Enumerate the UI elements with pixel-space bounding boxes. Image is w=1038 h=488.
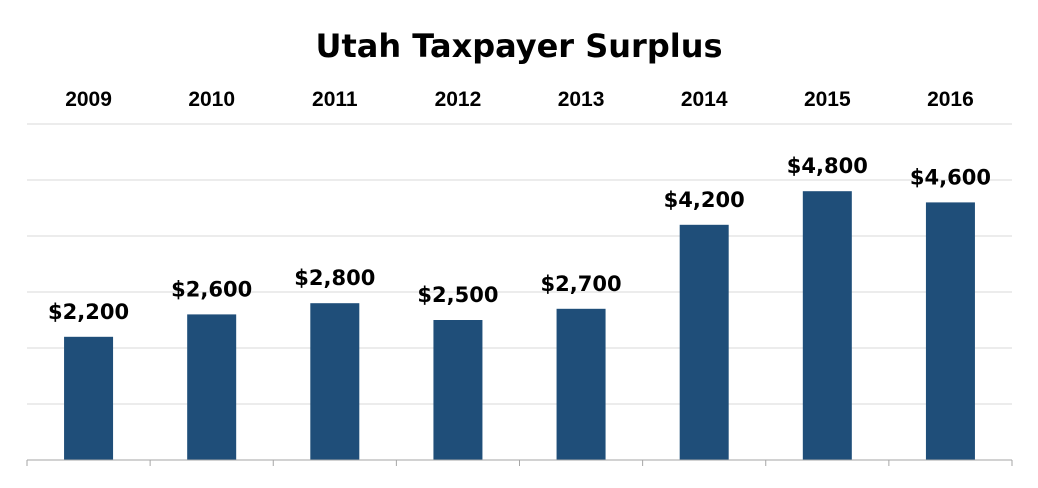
category-label-2014: 2014 bbox=[681, 88, 728, 111]
bar-2010 bbox=[187, 314, 237, 460]
bar-2012 bbox=[433, 320, 483, 460]
bar-2016 bbox=[925, 202, 975, 460]
value-label-2010: $2,600 bbox=[171, 277, 252, 301]
chart-title: Utah Taxpayer Surplus bbox=[315, 27, 722, 65]
category-label-2010: 2010 bbox=[188, 88, 235, 111]
category-label-2012: 2012 bbox=[435, 88, 482, 111]
category-label-2013: 2013 bbox=[558, 88, 605, 111]
value-label-2016: $4,600 bbox=[910, 165, 991, 189]
bar-2014 bbox=[679, 224, 729, 460]
bar-2013 bbox=[556, 308, 606, 460]
x-axis bbox=[26, 459, 1013, 466]
bar-2009 bbox=[64, 336, 114, 460]
bar-2015 bbox=[802, 191, 852, 460]
value-label-2015: $4,800 bbox=[787, 154, 868, 178]
category-label-2009: 2009 bbox=[65, 88, 112, 111]
category-label-2015: 2015 bbox=[804, 88, 851, 111]
value-label-2013: $2,700 bbox=[541, 272, 622, 296]
value-label-2009: $2,200 bbox=[48, 300, 129, 324]
value-label-2012: $2,500 bbox=[417, 283, 498, 307]
category-label-2011: 2011 bbox=[312, 88, 358, 111]
value-label-2011: $2,800 bbox=[294, 266, 375, 290]
value-labels: $2,200 $2,600 $2,800 $2,500 $2,700 $4,200 $4,8… bbox=[48, 154, 991, 324]
category-label-2016: 2016 bbox=[927, 88, 974, 111]
value-label-2014: $4,200 bbox=[664, 188, 745, 212]
bars bbox=[64, 191, 975, 460]
bar-2011 bbox=[310, 303, 360, 460]
category-labels: 2009 2010 2011 2012 2013 2014 2015 2016 bbox=[65, 88, 974, 111]
